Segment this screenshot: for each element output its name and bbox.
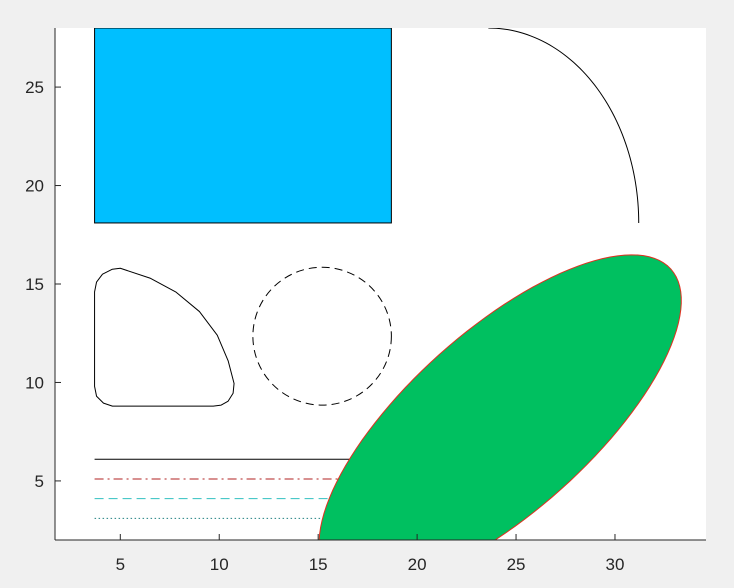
axes: 5 10 15 20 25 30 5 10 15 20 25 xyxy=(25,28,706,574)
x-tick-label: 20 xyxy=(408,555,427,574)
x-tick-label: 5 xyxy=(116,555,125,574)
quarter-arc xyxy=(488,28,640,223)
x-tick-label: 25 xyxy=(507,555,526,574)
x-tick-label: 10 xyxy=(210,555,229,574)
filled-ellipse xyxy=(318,254,682,540)
plot-area xyxy=(94,28,682,540)
y-tick-label: 20 xyxy=(25,177,44,196)
y-tick-label: 25 xyxy=(25,78,44,97)
y-tick-label: 15 xyxy=(25,275,44,294)
x-tick-label: 30 xyxy=(606,555,625,574)
filled-rectangle xyxy=(94,28,392,224)
y-tick-label: 10 xyxy=(25,373,44,392)
y-tick-label: 5 xyxy=(35,472,44,491)
dashed-circle xyxy=(252,266,392,406)
rounded-shape xyxy=(94,267,235,407)
x-tick-label: 15 xyxy=(309,555,328,574)
